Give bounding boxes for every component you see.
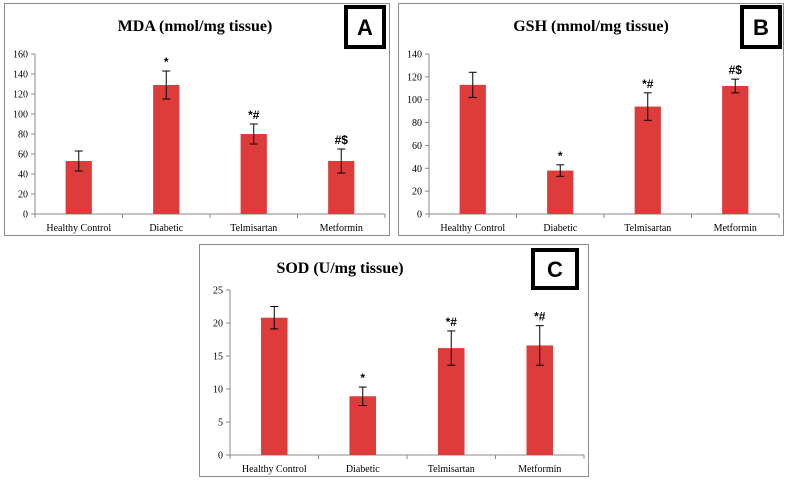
gsh-title: GSH (mmol/mg tissue) <box>513 18 669 35</box>
mda-y-tick-label: 60 <box>18 150 28 161</box>
mda-y-tick-label: 0 <box>23 210 28 221</box>
gsh-y-tick-label: 0 <box>417 210 422 221</box>
sod-y-tick-label: 10 <box>213 385 223 396</box>
mda-category-label: Telmisartan <box>230 223 277 234</box>
gsh-significance-label: #$ <box>729 63 743 77</box>
chart-mda-svg: MDA (nmol/mg tissue) A 0 20 40 60 80 100 120 140 1… <box>13 5 386 234</box>
gsh-bar <box>459 84 486 214</box>
sod-title: SOD (U/mg tissue) <box>276 260 403 277</box>
mda-y-tick-label: 80 <box>18 130 28 141</box>
sod-panel-letter-box <box>531 248 579 290</box>
mda-y-tick-label: 100 <box>13 110 28 121</box>
mda-significance-label: * <box>164 55 169 69</box>
gsh-y-tick-label: 60 <box>412 141 422 152</box>
gsh-bar <box>634 106 661 214</box>
gsh-y-tick-label: 40 <box>412 164 422 175</box>
mda-y-tick-label: 40 <box>18 170 28 181</box>
mda-significance-label: #$ <box>335 133 349 147</box>
mda-category-label: Diabetic <box>149 223 183 234</box>
sod-category-label: Telmisartan <box>428 464 475 475</box>
gsh-category-label: Metformin <box>714 223 757 234</box>
sod-y-tick-label: 20 <box>213 319 223 330</box>
sod-category-label: Diabetic <box>346 464 380 475</box>
sod-significance-label: *# <box>446 315 458 329</box>
mda-y-tick-label: 140 <box>13 70 28 81</box>
sod-y-tick-label: 0 <box>218 451 223 462</box>
mda-category-label: Metformin <box>320 223 363 234</box>
mda-category-label: Healthy Control <box>46 223 111 234</box>
sod-category-label: Metformin <box>518 464 561 475</box>
gsh-y-tick-label: 120 <box>407 72 422 83</box>
chart-panel-gsh: GSH (mmol/mg tissue) B 0 20 40 60 80 100 120 140 H… <box>398 3 784 236</box>
chart-panel-sod: SOD (U/mg tissue) C 0 5 10 15 20 25 Healthy Cont… <box>199 244 589 477</box>
gsh-panel-letter: B <box>753 15 769 40</box>
sod-bar <box>437 348 465 455</box>
sod-panel-letter: C <box>547 257 563 282</box>
gsh-bar <box>722 86 749 214</box>
gsh-y-tick-label: 20 <box>412 187 422 198</box>
chart-gsh-svg: GSH (mmol/mg tissue) B 0 20 40 60 80 100 120 140 H… <box>407 5 782 234</box>
gsh-significance-label: * <box>558 149 563 163</box>
sod-bar <box>349 396 377 455</box>
sod-y-tick-label: 5 <box>218 418 223 429</box>
gsh-bar <box>547 170 574 214</box>
gsh-y-tick-label: 80 <box>412 118 422 129</box>
mda-bar <box>240 134 267 214</box>
chart-panel-mda: MDA (nmol/mg tissue) A 0 20 40 60 80 100 120 140 1… <box>4 3 390 236</box>
gsh-category-label: Diabetic <box>543 223 577 234</box>
mda-panel-letter-box <box>344 5 386 49</box>
gsh-y-tick-label: 100 <box>407 95 422 106</box>
gsh-panel-letter-box <box>740 5 782 49</box>
mda-significance-label: *# <box>248 108 260 122</box>
sod-y-tick-label: 25 <box>213 286 223 297</box>
sod-significance-label: *# <box>534 310 546 324</box>
sod-bar <box>260 317 288 455</box>
mda-y-tick-label: 120 <box>13 90 28 101</box>
chart-sod-svg: SOD (U/mg tissue) C 0 5 10 15 20 25 Healthy Cont… <box>213 248 585 475</box>
gsh-category-label: Telmisartan <box>624 223 671 234</box>
sod-category-label: Healthy Control <box>242 464 307 475</box>
mda-bar <box>153 85 180 214</box>
mda-y-tick-label: 20 <box>18 190 28 201</box>
mda-title: MDA (nmol/mg tissue) <box>118 18 273 35</box>
mda-panel-letter: A <box>357 15 373 40</box>
sod-significance-label: * <box>360 371 365 385</box>
mda-y-tick-label: 160 <box>13 50 28 61</box>
gsh-y-tick-label: 140 <box>407 50 422 61</box>
gsh-significance-label: *# <box>642 77 654 91</box>
sod-y-tick-label: 15 <box>213 352 223 363</box>
gsh-category-label: Healthy Control <box>440 223 505 234</box>
